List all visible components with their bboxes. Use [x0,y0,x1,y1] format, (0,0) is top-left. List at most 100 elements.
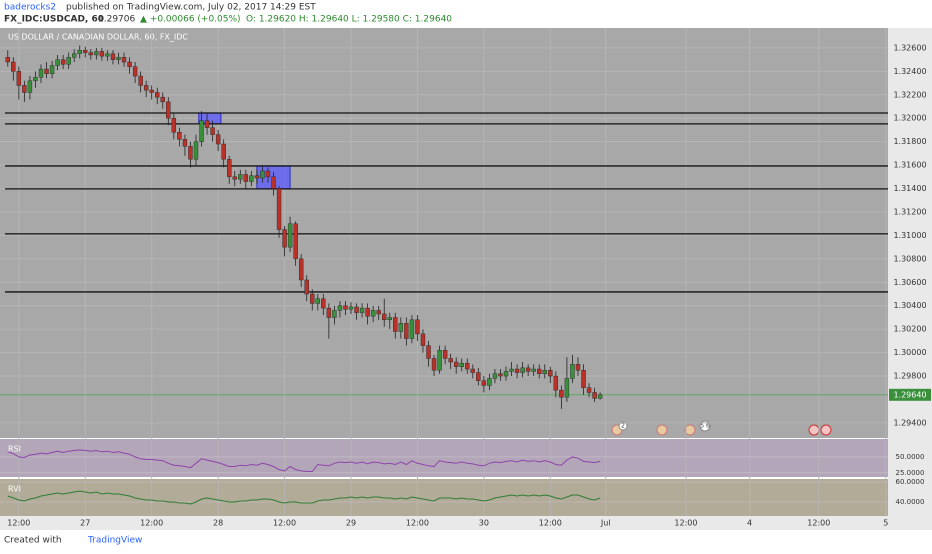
publisher[interactable]: baderocks2 [4,3,56,13]
candle-body [542,370,547,374]
y-tick-label: 1.30600 [893,278,926,287]
candle-body [271,176,276,189]
candle-body [365,307,370,317]
candle-body [22,85,27,93]
candle-body [60,59,66,65]
y-tick-label: 1.30800 [893,254,926,263]
candle-body [33,77,38,81]
candle-body [359,307,365,313]
event-icon[interactable] [808,424,820,436]
candle-body [597,394,603,399]
candle-body [77,50,82,54]
y-tick-label: 1.32400 [893,67,926,76]
candle-body [27,80,33,93]
event-icon[interactable]: 5 6 [684,420,711,436]
candle-body [105,53,110,57]
candle-body [121,57,127,63]
candle-body [586,387,592,393]
candle-body [49,65,55,74]
candle-body [520,367,525,373]
y-tick-label: 1.31000 [893,231,926,240]
candle-body [249,175,254,182]
candle-body [5,57,10,63]
candle-body [393,317,398,332]
candle-body [581,370,586,388]
candle-body [470,368,475,373]
price-pane [0,28,888,438]
change: ▲ +0.00066 (+0.05%) [140,15,241,25]
footer-brand[interactable]: TradingView [87,536,142,546]
candle-body [415,319,420,335]
candle-body [404,323,409,339]
candle-body [238,174,243,180]
y-tick-label: 1.31200 [893,207,926,216]
candle-body [38,68,44,78]
x-tick-label: 12:00 [674,519,697,528]
candle-body [509,368,514,372]
candle-body [155,92,160,98]
candle-body [409,319,415,339]
y-tick-label: 1.32200 [893,90,926,99]
x-tick-label: 12:00 [7,519,30,528]
event-count: 5 6 [700,423,710,430]
candle-body [537,368,542,374]
candle-body [138,75,143,86]
y-tick-label: 1.32600 [893,43,926,52]
y-tick-label: 40.0000 [896,498,925,506]
candle-body [243,174,249,182]
symbol: FX_IDC:USDCAD, 60 [4,15,104,25]
candle-body [348,306,354,310]
candle-body [304,279,309,295]
candle-body [431,358,437,371]
candle-body [166,101,171,119]
x-tick-label: 12:00 [539,519,562,528]
candle-body [298,258,304,281]
y-tick-label: 1.30400 [893,301,926,310]
event-icon[interactable]: 2 [611,421,628,436]
candle-body [376,310,381,315]
candle-body [204,120,210,128]
candle-body [437,350,442,371]
y-tick-label: 1.29800 [893,372,926,381]
candle-body [343,305,348,310]
x-tick-label: Jul [600,519,611,528]
candle-body [548,370,553,377]
candle-body [110,53,116,60]
candle-body [370,310,376,317]
candle-body [420,333,426,346]
rsi-pane [0,439,888,477]
rsi-label: RSI [8,445,21,454]
candle-body [99,51,105,57]
candle-body [293,223,298,260]
candle-body [337,305,343,311]
candle-body [72,53,77,58]
candle-body [503,371,509,377]
y-tick-label: 60.0000 [896,478,925,486]
last-price-label: 1.29640 [893,390,926,399]
candle-body [16,71,22,86]
x-tick-label: 30 [479,519,489,528]
candle-body [531,368,536,372]
published: published on TradingView.com, July 02, 2… [66,3,316,13]
candle-body [287,223,293,248]
candle-body [382,313,387,321]
event-icon[interactable] [820,424,832,436]
event-icon[interactable] [656,424,668,436]
y-tick-label: 1.30000 [893,348,926,357]
candle-body [564,378,570,398]
last-price-tag [889,388,931,401]
candle-body [492,373,498,379]
indicator-line [7,490,601,505]
candle-body [160,96,165,103]
candle-body [354,306,359,313]
y-tick-label: 1.29400 [893,418,926,427]
candle-body [315,298,320,304]
plot: 12:00 27 12:00 28 12:00 29 12:00 30 12:00 Jul 12:0… [0,28,931,528]
candle-body [498,373,503,377]
candle-body [177,132,182,140]
y-tick-label: 25.0000 [896,469,925,477]
candle-body [442,350,448,359]
candle-body [276,188,282,230]
last: 1.29706 [98,15,135,25]
